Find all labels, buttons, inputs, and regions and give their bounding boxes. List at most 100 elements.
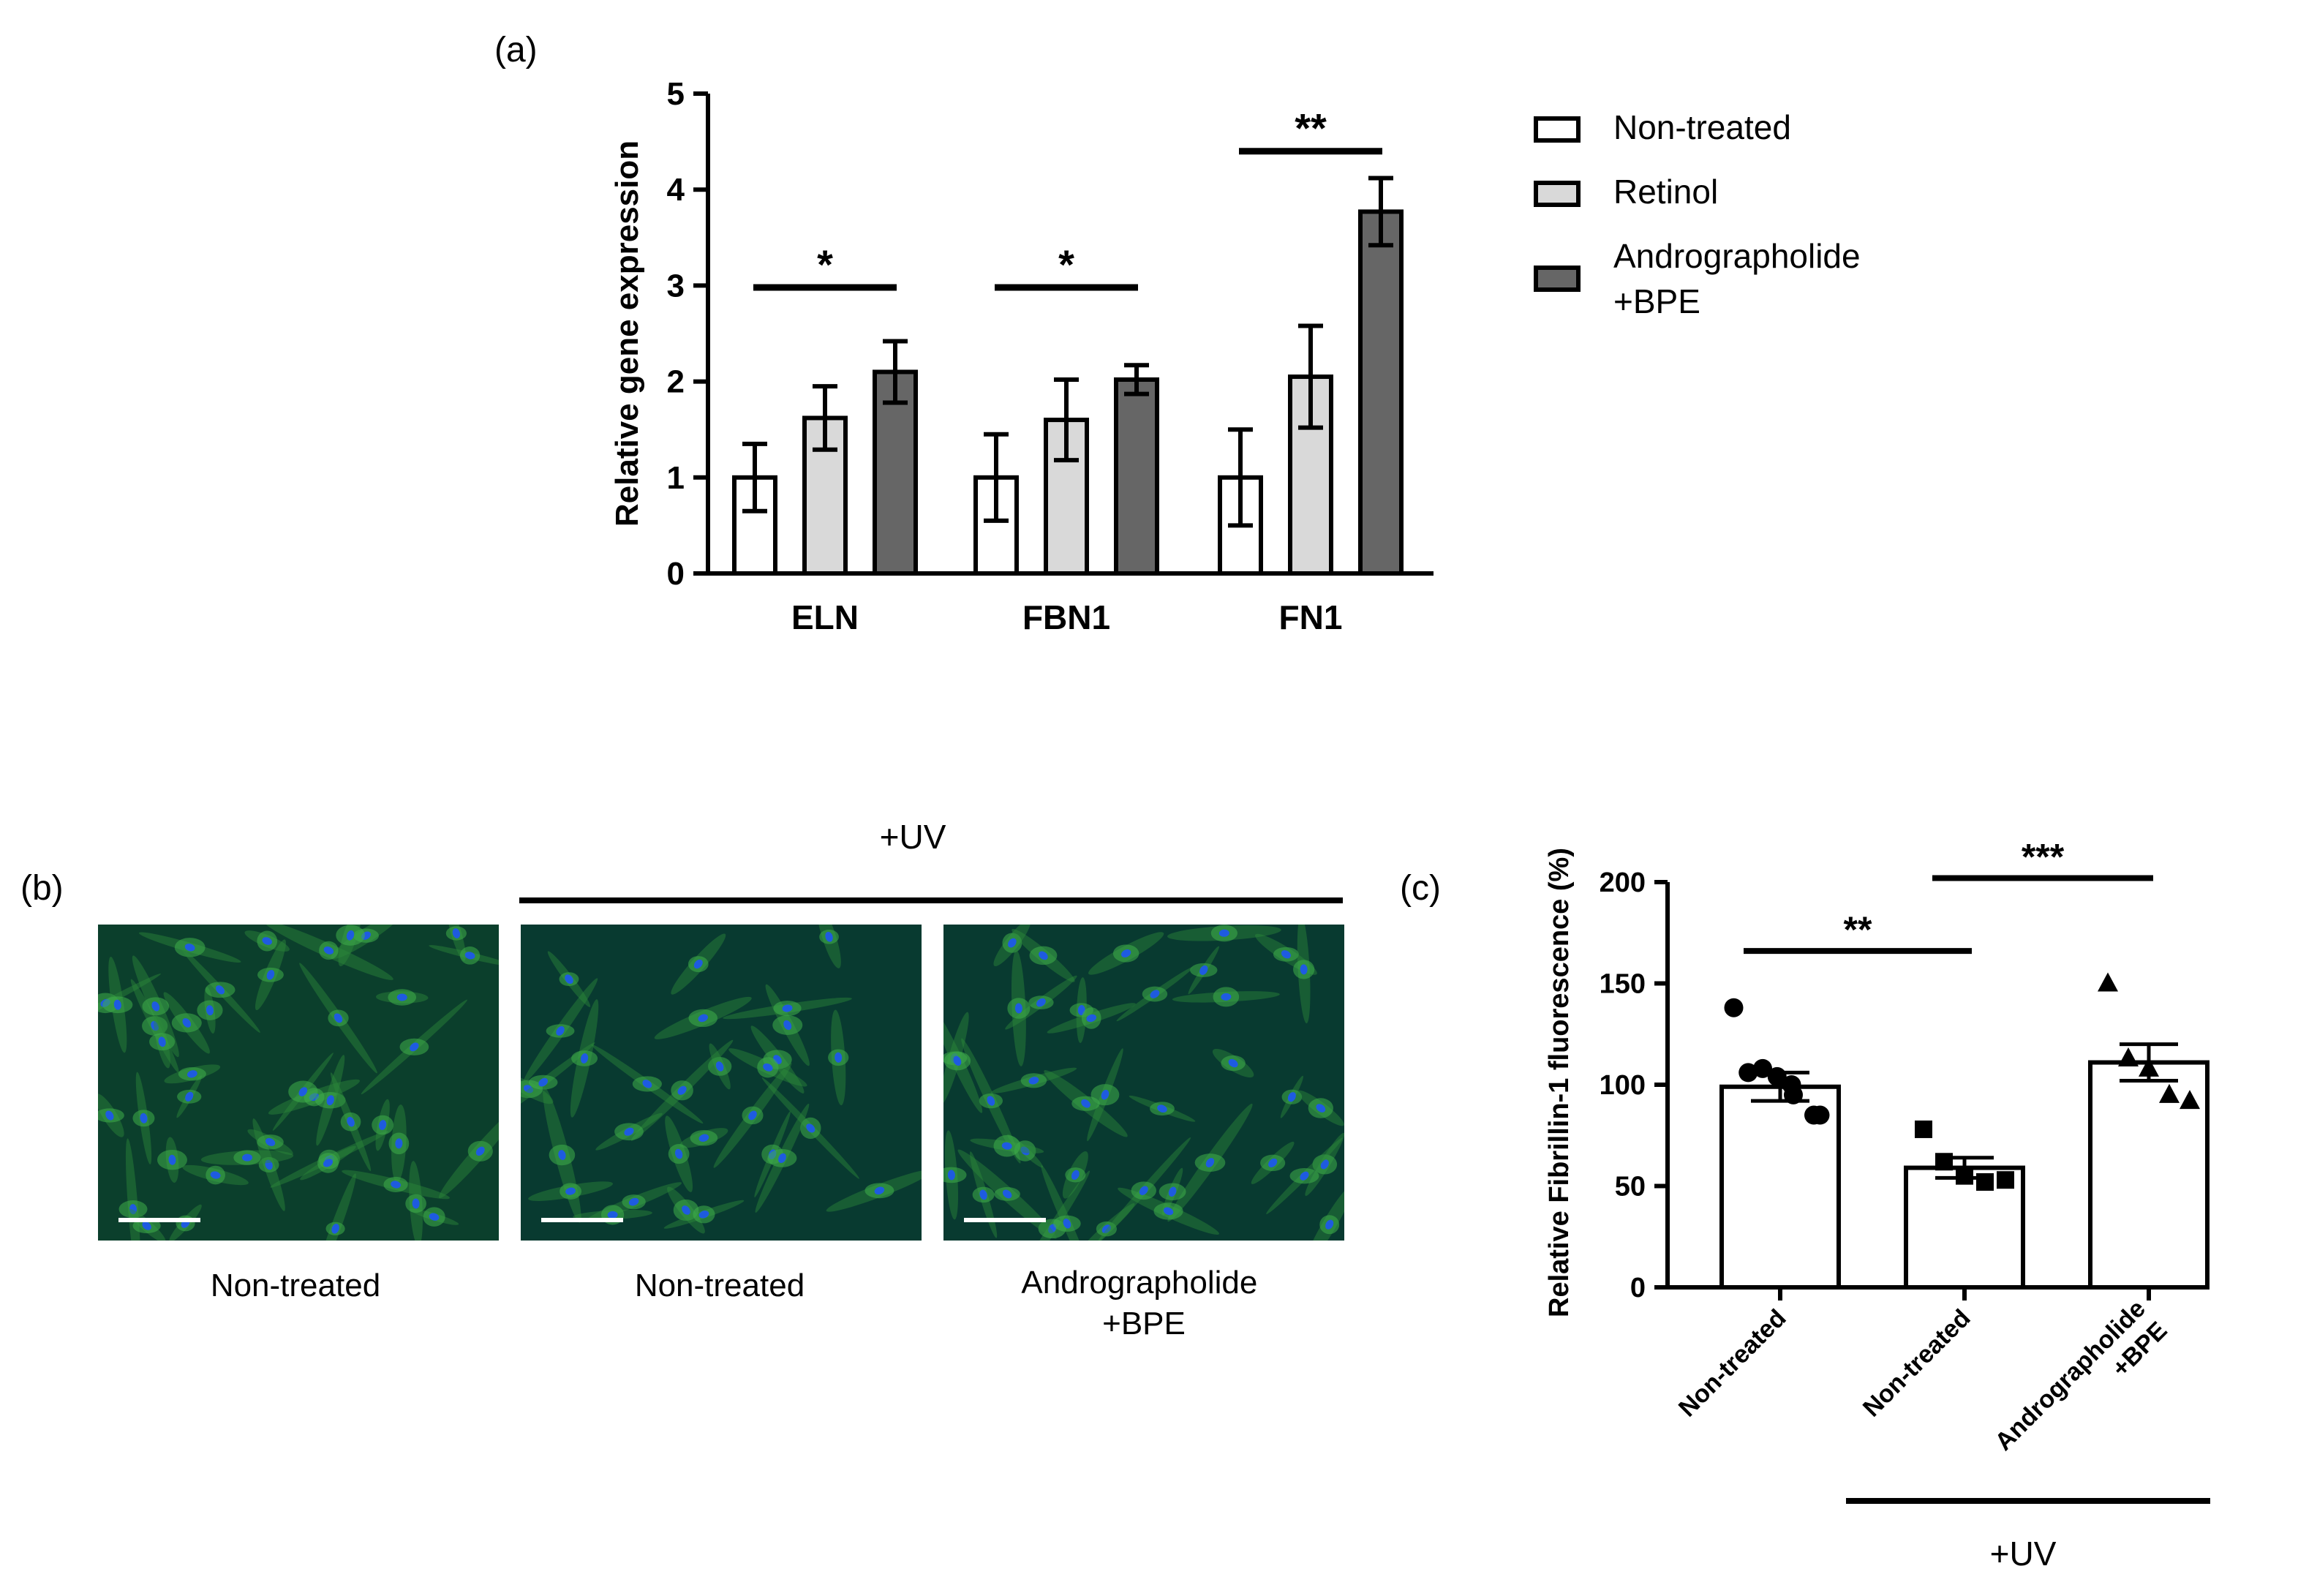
y-tick-label-a-4: 4 [667, 172, 685, 208]
cell-nucleus-0-39 [323, 1159, 334, 1167]
x-tick-label-c-0: Non-treated [1673, 1304, 1792, 1423]
data-point-c-2-1 [2118, 1047, 2139, 1066]
cell-nucleus-2-39 [1316, 1104, 1326, 1113]
cell-nucleus-0-10 [298, 1087, 308, 1096]
legend-swatch-andrographolide-bpe [1534, 266, 1581, 292]
cell-nucleus-1-28 [624, 1127, 634, 1136]
cell-nucleus-1-17 [674, 1148, 683, 1159]
cell-nucleus-1-26 [698, 1211, 709, 1219]
legend-label-non-treated: Non-treated [1613, 108, 1791, 146]
data-point-c-2-0 [2098, 972, 2118, 992]
cell-nucleus-0-18 [464, 952, 475, 960]
cell-nucleus-0-38 [347, 1116, 355, 1127]
panel-label-a: (a) [494, 31, 538, 69]
cell-nucleus-0-20 [113, 999, 121, 1010]
x-tick-label-c-2: Andrographolide+BPE [1989, 1295, 2172, 1478]
cell-nucleus-2-20 [1036, 998, 1046, 1007]
cell-nucleus-2-2 [1218, 929, 1229, 937]
cell-nucleus-0-23 [140, 1113, 148, 1123]
cell-nucleus-2-36 [1086, 1014, 1097, 1023]
cell-nucleus-0-37 [184, 944, 195, 952]
data-point-c-1-2 [1956, 1167, 1973, 1185]
micrograph-texture-1 [521, 925, 922, 1241]
data-point-c-2-3 [2159, 1083, 2180, 1103]
cell-nucleus-2-27 [1150, 990, 1160, 998]
legend-swatch-non-treated [1534, 116, 1581, 143]
cell-nucleus-0-33 [151, 1001, 160, 1012]
y-tick-label-c-200: 200 [1600, 867, 1646, 898]
cell-nucleus-0-6 [210, 1171, 221, 1179]
cell-nucleus-0-19 [326, 1095, 334, 1106]
bar-fbn1-andrographolide-bpe [1114, 377, 1159, 576]
cell-nucleus-2-13 [979, 1189, 987, 1200]
x-tick-label-c-0-line-0: Non-treated [1673, 1304, 1792, 1423]
data-point-c-1-3 [1976, 1172, 1994, 1191]
micrograph-uv-non-treated [521, 925, 922, 1241]
y-tick-label-a-5: 5 [667, 76, 685, 112]
data-point-c-0-0 [1724, 998, 1744, 1017]
micrograph-texture-0 [98, 925, 499, 1241]
data-point-c-0-2 [1753, 1058, 1772, 1078]
y-axis-label-c: Relative Fibrillin-1 fluorescence (%) [1544, 848, 1575, 1317]
cell-nucleus-0-29 [187, 1070, 197, 1078]
cell-nucleus-2-30 [1063, 1219, 1071, 1229]
cell-nucleus-2-38 [1268, 1158, 1278, 1167]
cell-nucleus-1-29 [763, 1063, 773, 1072]
cell-nucleus-0-8 [206, 1005, 214, 1016]
x-tick-label-a-eln: ELN [791, 598, 859, 636]
cell-nucleus-1-2 [642, 1080, 652, 1088]
micrograph-background-1 [521, 925, 922, 1241]
y-tick-label-a-0: 0 [667, 556, 685, 592]
cell-nucleus-1-0 [523, 1085, 534, 1094]
legend-label-andrographolide-bpe: Andrographolide +BPE [1613, 237, 1869, 320]
caption-image-3-line-1: Andrographolide [1021, 1265, 1257, 1300]
cell-nucleus-2-31 [1228, 1058, 1238, 1068]
cell-nucleus-1-22 [782, 1004, 793, 1012]
legend-a: Non-treated Retinol Andrographolide +BPE [1534, 108, 1869, 320]
cell-nucleus-2-21 [1221, 993, 1232, 1001]
caption-image-2: Non-treated [635, 1268, 805, 1303]
panel-label-c: (c) [1400, 869, 1441, 908]
cell-nucleus-0-40 [216, 985, 225, 995]
y-tick-label-c-50: 50 [1615, 1172, 1646, 1202]
cell-nucleus-2-4 [987, 1096, 995, 1106]
caption-image-3-line-2: +BPE [1102, 1306, 1186, 1341]
data-point-c-2-2 [2139, 1057, 2159, 1077]
cell-nucleus-2-10 [1199, 965, 1208, 975]
data-point-c-2-4 [2180, 1090, 2200, 1110]
cell-nucleus-1-27 [748, 1110, 757, 1121]
cell-nucleus-0-17 [185, 1091, 194, 1102]
cell-nucleus-0-7 [262, 937, 272, 945]
cell-nucleus-0-9 [265, 1159, 273, 1170]
cell-nucleus-0-16 [266, 969, 275, 980]
cell-nucleus-1-21 [778, 1153, 786, 1164]
cell-nucleus-2-33 [1300, 964, 1308, 975]
cell-nucleus-2-22 [1300, 1171, 1309, 1181]
cell-nucleus-2-11 [1320, 1159, 1329, 1170]
data-point-c-0-5 [1784, 1085, 1803, 1104]
cell-nucleus-2-12 [1002, 1189, 1012, 1199]
x-tick-label-c-1-line-0: Non-treated [1858, 1304, 1976, 1423]
cell-nucleus-2-35 [1071, 1170, 1080, 1180]
cell-nucleus-2-34 [1001, 1142, 1012, 1150]
cell-nucleus-0-31 [105, 1110, 114, 1121]
cell-nucleus-0-27 [346, 930, 355, 941]
significance-label-c-0: ** [1844, 909, 1872, 950]
cell-nucleus-1-18 [783, 1020, 792, 1031]
cell-nucleus-1-25 [565, 1187, 576, 1195]
cell-nucleus-0-26 [391, 1181, 401, 1189]
cell-nucleus-2-24 [1139, 1186, 1148, 1195]
cell-nucleus-2-19 [1028, 1077, 1039, 1085]
cell-nucleus-2-18 [1101, 1089, 1110, 1100]
cell-nucleus-0-15 [379, 1120, 387, 1130]
cell-nucleus-1-1 [565, 974, 573, 985]
cell-nucleus-0-34 [242, 1153, 253, 1162]
cell-nucleus-1-10 [556, 1026, 565, 1036]
bar-eln-andrographolide-bpe [873, 369, 918, 576]
cell-nucleus-2-37 [1014, 1003, 1022, 1014]
significance-label-eln: * [817, 241, 833, 287]
data-point-c-0-3 [1767, 1066, 1787, 1086]
